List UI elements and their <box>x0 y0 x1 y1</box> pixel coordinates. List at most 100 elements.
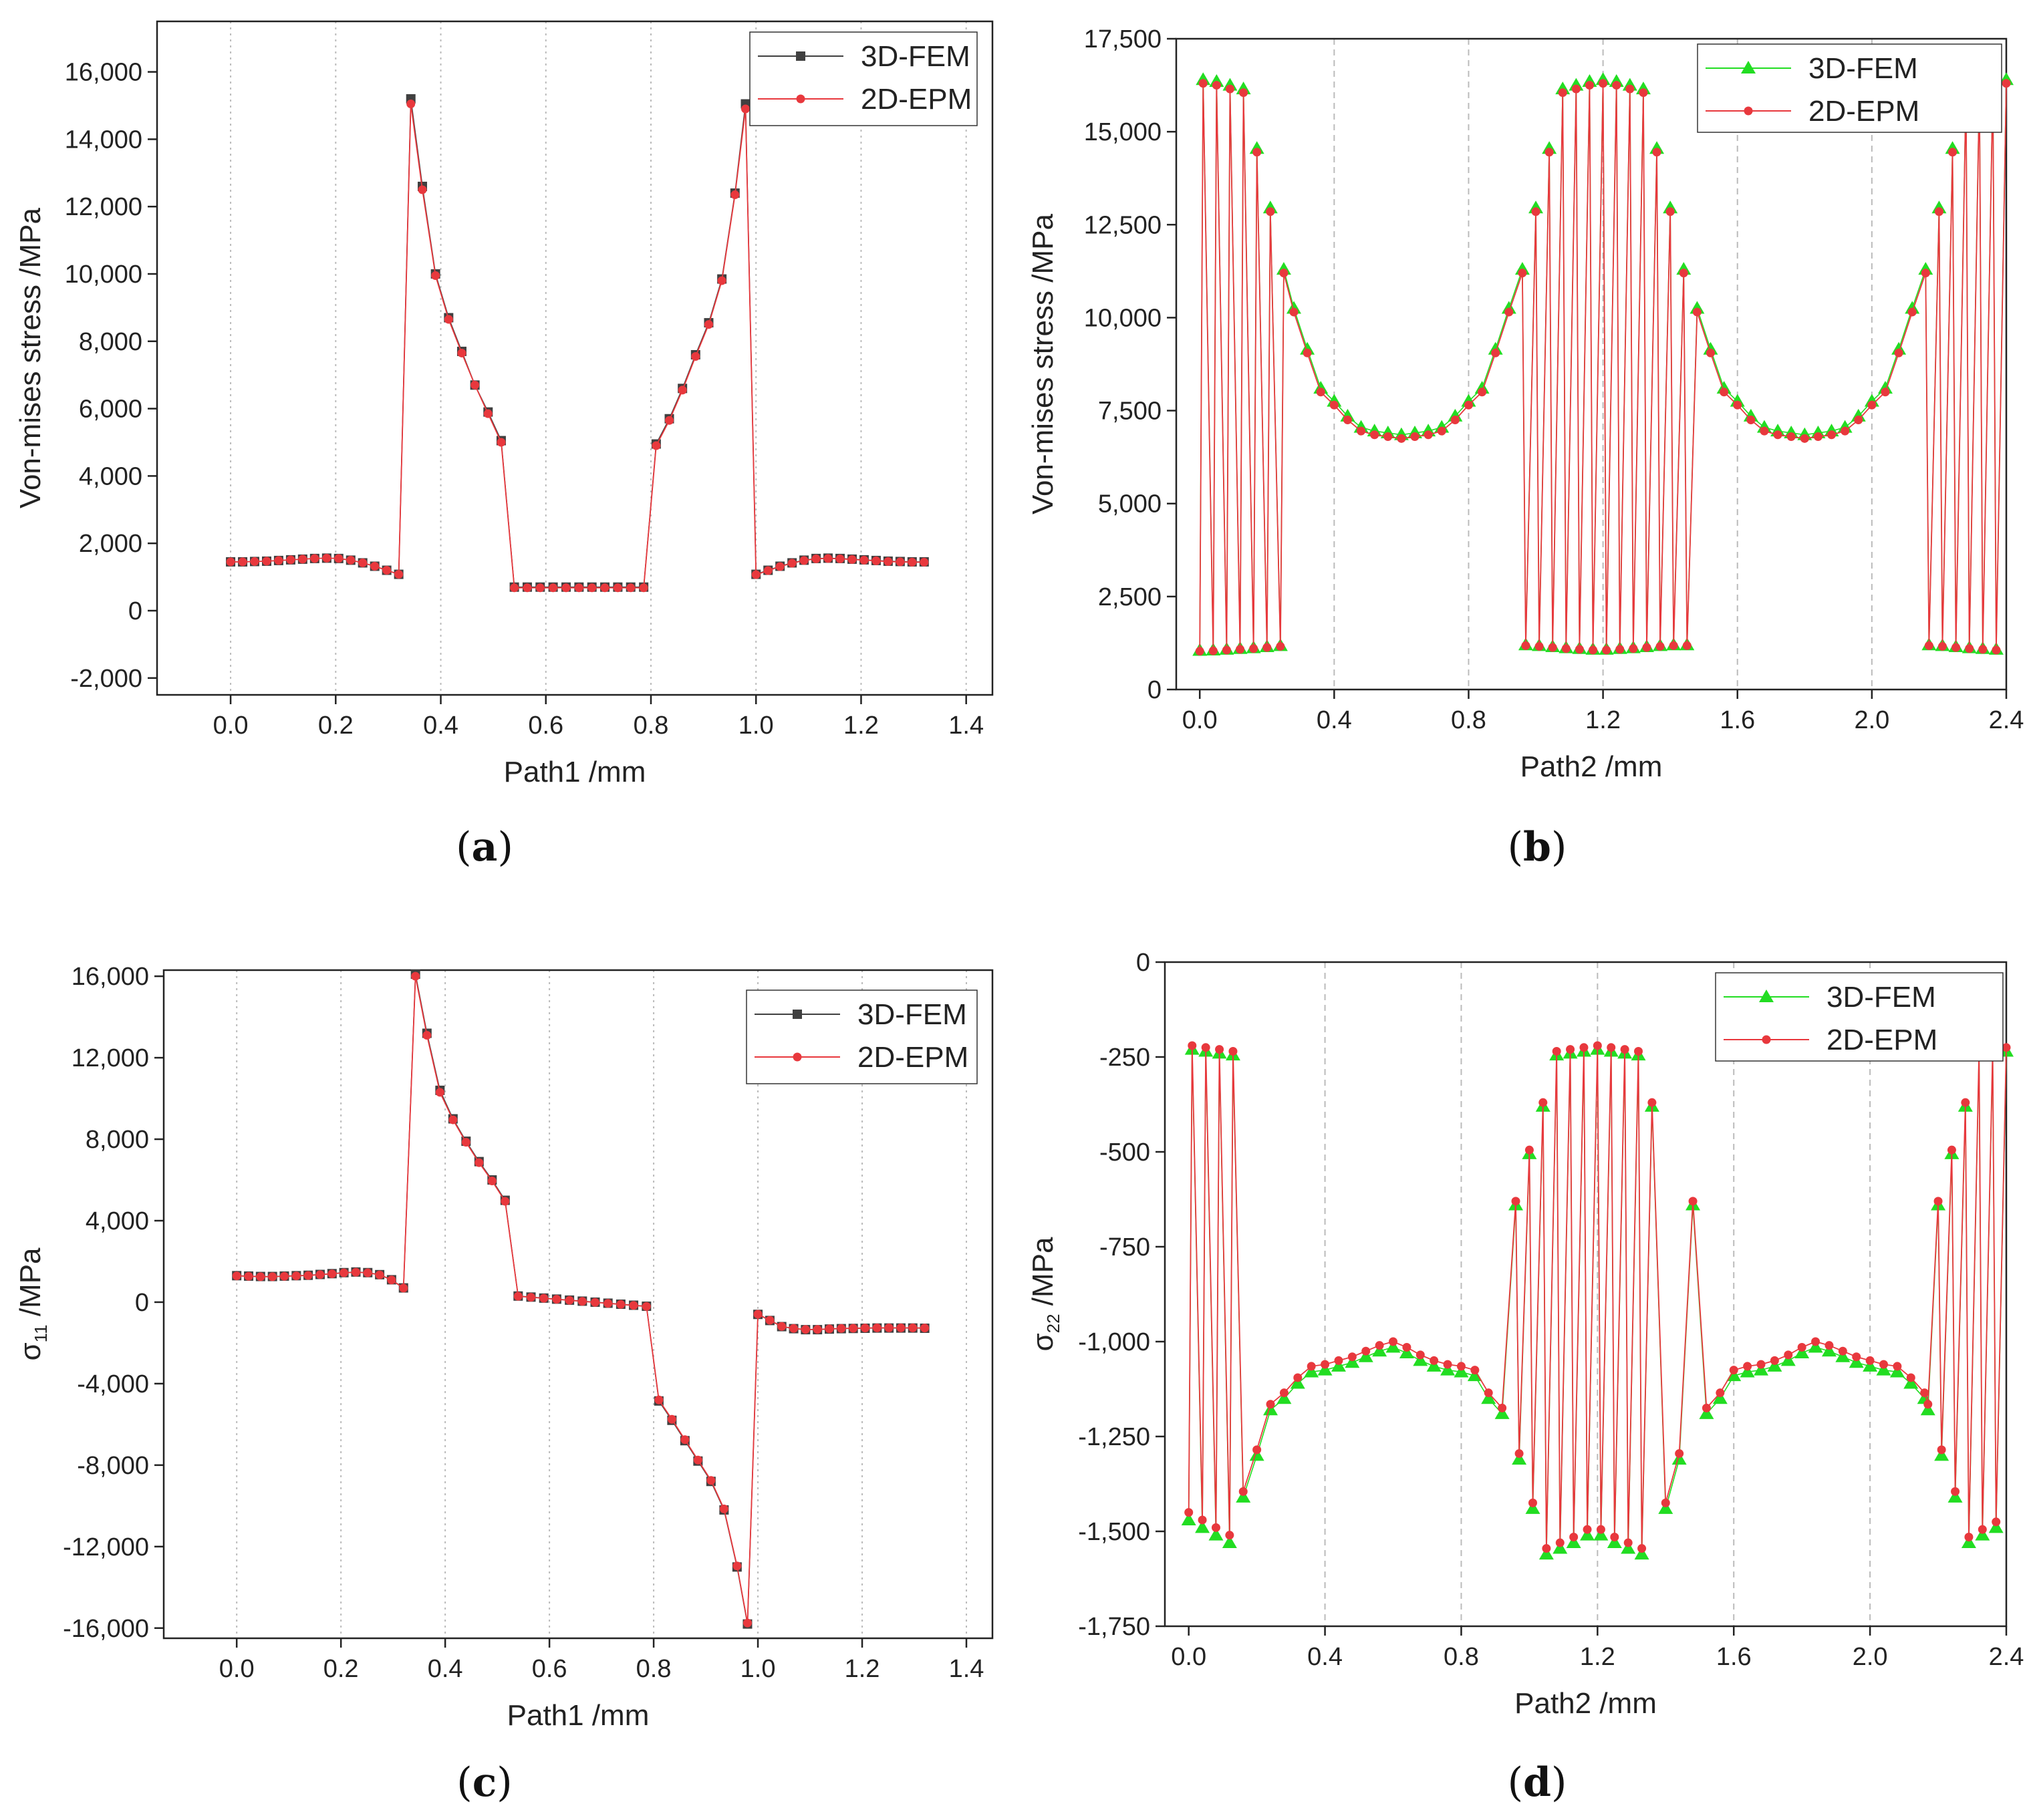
data-point <box>1521 641 1530 650</box>
data-point <box>1773 430 1782 440</box>
data-point <box>2002 79 2011 88</box>
data-point <box>665 416 674 425</box>
data-point <box>1583 1525 1592 1534</box>
data-point <box>1279 269 1289 278</box>
chart-a: 0.0 0.2 0.4 0.6 0.8 1.0 1.2 1.4 -2,000 0 2,000 4,00… <box>14 20 994 788</box>
data-point <box>1321 1360 1330 1369</box>
y-axis-title: Von-mises stress /MPa <box>14 208 47 508</box>
data-point <box>1992 1517 2001 1527</box>
data-point <box>1343 415 1352 424</box>
data-point <box>1889 1364 1905 1378</box>
data-point <box>262 557 271 566</box>
data-point <box>539 1294 549 1303</box>
data-point <box>1596 1525 1605 1534</box>
data-point <box>1276 641 1285 651</box>
x-tick-label: 2.0 <box>1854 706 1889 734</box>
data-point <box>1825 1341 1834 1350</box>
data-point <box>1923 1400 1933 1409</box>
data-point <box>1658 1501 1673 1514</box>
data-point <box>1712 1391 1728 1404</box>
data-point <box>1593 1041 1602 1050</box>
data-point <box>1854 415 1863 424</box>
data-point <box>291 1271 301 1281</box>
data-point <box>1827 430 1837 440</box>
data-point <box>1756 1360 1766 1369</box>
data-point <box>1652 148 1661 157</box>
x-tick-label: 1.6 <box>1720 706 1755 734</box>
y-tick-label: -16,000 <box>63 1615 149 1643</box>
data-point <box>1538 1547 1554 1560</box>
legend-marker <box>796 51 805 61</box>
data-point <box>1329 400 1339 410</box>
y-tick-label: -1,500 <box>1078 1518 1150 1546</box>
legend-box <box>749 31 978 126</box>
series-2D-EPM <box>232 971 930 1628</box>
data-point <box>1456 1362 1466 1371</box>
data-point <box>1699 1406 1714 1419</box>
data-point <box>1531 207 1540 216</box>
data-point <box>1454 1364 1469 1378</box>
x-axis-b: 0.0 0.4 0.8 1.2 1.6 2.0 2.4 <box>1182 690 2024 734</box>
x-tick-label: 1.2 <box>843 712 879 740</box>
data-point <box>1430 1356 1439 1365</box>
data-point <box>1625 84 1635 94</box>
data-point <box>639 583 648 593</box>
data-point <box>1375 1341 1384 1350</box>
data-point <box>1621 1541 1636 1554</box>
x-tick-label: 1.0 <box>738 712 774 740</box>
x-tick-label: 1.2 <box>1580 1643 1615 1671</box>
data-point <box>1948 148 1958 157</box>
data-point <box>763 566 773 575</box>
data-point <box>1504 307 1514 317</box>
x-tick-label: 0.0 <box>1171 1643 1206 1671</box>
legend-marker <box>793 1052 802 1062</box>
data-point <box>1675 1449 1684 1459</box>
data-point <box>1316 388 1325 397</box>
data-point <box>1729 1366 1738 1375</box>
data-point <box>523 583 532 593</box>
plot-frame <box>156 20 994 696</box>
data-point <box>1951 1487 1960 1496</box>
x-tick-label: 1.0 <box>740 1655 776 1683</box>
y-axis-a: -2,000 0 2,000 4,000 6,000 8,000 10,000 12,000 1… <box>65 59 157 693</box>
y-tick-label: -250 <box>1099 1044 1150 1072</box>
data-point <box>1716 1388 1725 1398</box>
data-point <box>322 553 331 563</box>
data-point <box>823 554 833 563</box>
data-point <box>298 555 307 564</box>
data-point <box>1525 1501 1540 1514</box>
data-point <box>849 1324 858 1333</box>
data-point <box>510 583 519 593</box>
data-point <box>1238 1487 1248 1496</box>
data-point <box>1252 1445 1262 1455</box>
legend-label: 3D-FEM <box>857 998 967 1031</box>
data-point <box>1358 1349 1373 1362</box>
x-axis-title: Path2 /mm <box>1514 1687 1657 1720</box>
data-point <box>487 1177 497 1186</box>
y-tick-label: 10,000 <box>1084 304 1162 332</box>
x-tick-label: 0.4 <box>428 1655 463 1683</box>
data-point <box>825 1324 834 1334</box>
data-point <box>448 1115 458 1124</box>
data-point <box>652 441 661 450</box>
data-point <box>1558 88 1567 98</box>
y-tick-label: 16,000 <box>72 963 149 991</box>
data-point <box>1746 415 1756 424</box>
legend-box <box>1697 43 2002 133</box>
data-point <box>1811 1337 1820 1346</box>
data-point <box>279 1271 289 1281</box>
data-point <box>1754 1362 1769 1376</box>
data-point <box>418 185 427 194</box>
data-point <box>1443 1360 1452 1369</box>
data-point <box>1961 1098 1970 1107</box>
data-point <box>310 554 319 563</box>
y-tick-label: 2,500 <box>1098 583 1162 611</box>
data-point <box>1249 1448 1264 1461</box>
y-axis-title-subscript: 22 <box>1043 1314 1063 1333</box>
data-point <box>1800 434 1809 443</box>
data-point <box>693 1455 702 1465</box>
data-point <box>1289 307 1299 317</box>
data-point <box>1195 647 1204 656</box>
data-point <box>1602 645 1611 655</box>
data-point <box>1702 1403 1711 1412</box>
